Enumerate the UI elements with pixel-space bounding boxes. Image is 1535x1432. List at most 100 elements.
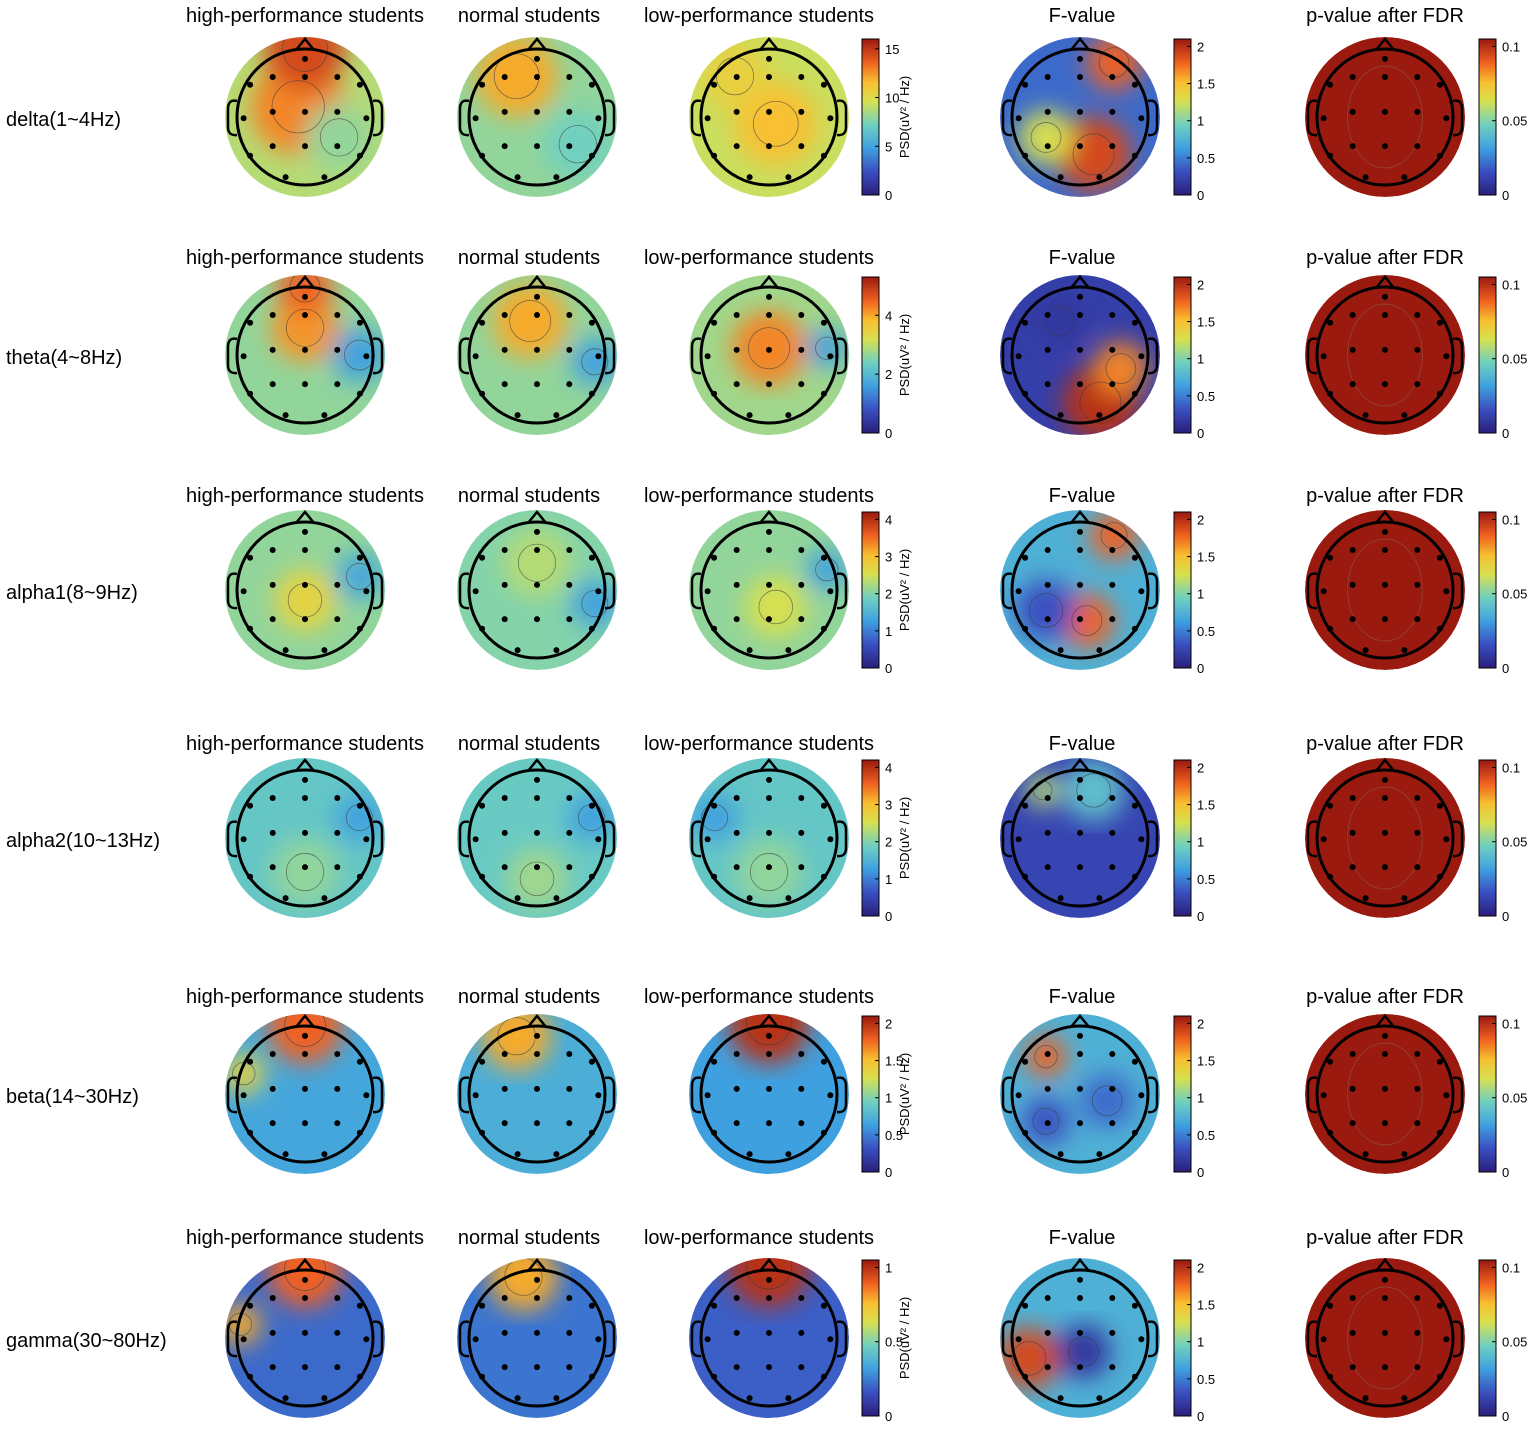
electrode (798, 1364, 805, 1371)
electrode (1349, 1364, 1356, 1371)
electrode (472, 588, 479, 595)
electrode (302, 581, 308, 588)
electrode (566, 381, 573, 388)
electrode (766, 776, 772, 783)
electrode (746, 895, 753, 902)
electrode (247, 390, 254, 397)
colorbar-tick: 0 (1502, 1165, 1509, 1180)
electrode (334, 346, 341, 353)
ear (226, 572, 238, 610)
electrode (1382, 1364, 1388, 1371)
band-label-2: alpha1(8~9Hz) (6, 582, 138, 604)
electrode (566, 143, 573, 150)
electrode (534, 293, 540, 300)
electrode (363, 836, 370, 843)
electrode (1382, 1032, 1388, 1039)
electrode (1044, 143, 1051, 150)
electrode (1382, 1120, 1388, 1127)
head-outline (699, 768, 839, 908)
ear (1001, 99, 1013, 137)
colorbar-tick: 2 (1197, 39, 1204, 54)
electrode (534, 346, 540, 353)
electrode (1382, 73, 1388, 80)
colorbar-tick: 0.5 (885, 1128, 903, 1143)
colorbar-tick: 0.05 (1502, 835, 1527, 850)
electrode (595, 1336, 602, 1343)
electrode (302, 1120, 308, 1127)
electrode (785, 1151, 792, 1158)
electrode (766, 546, 772, 553)
electrode (240, 115, 247, 122)
ear (372, 820, 384, 858)
panel-title-2-1: normal students (458, 485, 600, 507)
electrode (1349, 1120, 1356, 1127)
colorbar-label: PSD(uV² / Hz) (897, 549, 912, 631)
head-outline (235, 285, 375, 425)
colorbar-5-2: 0 0.05 0.1 (1478, 1259, 1527, 1424)
colorbar-tick: 1.5 (1197, 1054, 1215, 1069)
panel-title-3-4: p-value after FDR (1306, 733, 1464, 755)
nose (1070, 1014, 1090, 1028)
electrode (1414, 143, 1421, 150)
electrode (733, 864, 740, 871)
colorbar-2-1: 0 0.5 1 1.5 2 (1173, 511, 1215, 676)
electrode (1077, 55, 1083, 62)
electrode (595, 836, 602, 843)
electrode (1349, 829, 1356, 836)
electrode (798, 829, 805, 836)
electrode (1022, 390, 1029, 397)
electrode (733, 1050, 740, 1057)
electrode (1382, 1085, 1388, 1092)
colorbar-tick: 1 (1197, 835, 1204, 850)
colorbar-tick: 1 (885, 1260, 892, 1275)
ear (1306, 820, 1318, 858)
colorbar-2-0: 0 1 2 3 4 PSD(uV² / Hz) (861, 511, 912, 676)
electrode (302, 616, 308, 623)
electrode (704, 1336, 711, 1343)
electrode (711, 1058, 718, 1065)
panel-title-0-1: normal students (458, 5, 600, 27)
electrode (1057, 1151, 1064, 1158)
colorbar-tick: 2 (885, 1016, 892, 1031)
ear (226, 99, 238, 137)
electrode (240, 1092, 247, 1099)
colorbar-tick: 3 (885, 798, 892, 813)
electrode (1109, 794, 1116, 801)
electrode (1436, 802, 1443, 809)
electrode (534, 73, 540, 80)
electrode (501, 829, 508, 836)
electrode (269, 1050, 276, 1057)
electrode (566, 1085, 573, 1092)
nose (527, 510, 547, 524)
electrode (1131, 1058, 1138, 1065)
topomap-5-4 (1305, 1258, 1465, 1418)
head-outline (235, 520, 375, 660)
electrode (733, 311, 740, 318)
panel-title-4-3: F-value (1049, 986, 1116, 1008)
electrode (566, 108, 573, 115)
electrode (501, 311, 508, 318)
electrode (1327, 1373, 1334, 1380)
electrode (1044, 1294, 1051, 1301)
ear (458, 1320, 470, 1358)
electrode (588, 625, 595, 632)
electrode (1131, 554, 1138, 561)
colorbar-tick: 10 (885, 91, 899, 106)
electrode (247, 1302, 254, 1309)
head-outline (1010, 285, 1150, 425)
electrode (247, 873, 254, 880)
electrode (1382, 1294, 1388, 1301)
electrode (820, 1058, 827, 1065)
electrode (1109, 864, 1116, 871)
colorbar-tick: 0.5 (1197, 1128, 1215, 1143)
electrode (1382, 311, 1388, 318)
electrode (1077, 616, 1083, 623)
electrode (1057, 412, 1064, 419)
electrode (566, 794, 573, 801)
panel-title-0-3: F-value (1049, 5, 1116, 27)
electrode (240, 588, 247, 595)
electrode (798, 1329, 805, 1336)
electrode (566, 581, 573, 588)
electrode (1436, 390, 1443, 397)
colorbar-2-2: 0 0.05 0.1 (1478, 511, 1527, 676)
